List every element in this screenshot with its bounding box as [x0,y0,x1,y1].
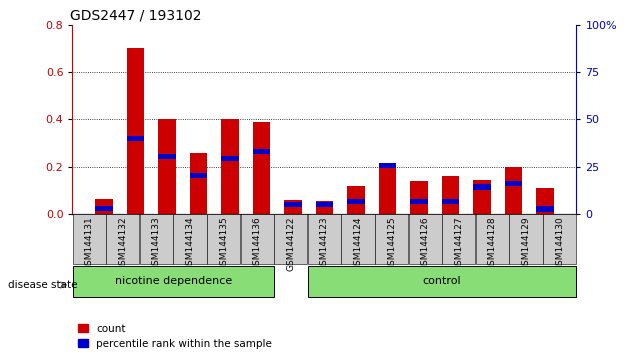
Bar [379,165,396,214]
Text: GSM144125: GSM144125 [387,216,396,271]
FancyBboxPatch shape [173,214,207,264]
Bar [410,199,428,204]
FancyBboxPatch shape [140,214,173,264]
Bar [316,202,333,207]
FancyBboxPatch shape [73,266,273,297]
Bar [442,176,459,214]
Text: GSM144135: GSM144135 [219,216,228,271]
Text: GSM144126: GSM144126 [421,216,430,271]
Bar [158,119,176,214]
Bar [95,199,113,214]
Bar [127,136,144,141]
FancyBboxPatch shape [274,214,307,264]
Text: GSM144136: GSM144136 [253,216,261,271]
Bar [95,206,113,211]
FancyBboxPatch shape [409,214,442,264]
Bar [473,184,491,189]
FancyBboxPatch shape [543,214,576,264]
Text: GSM144131: GSM144131 [85,216,94,271]
Bar [316,201,333,214]
Bar [158,154,176,159]
Bar [127,48,144,214]
Text: GSM144123: GSM144123 [320,216,329,271]
Bar [473,180,491,214]
Bar [536,188,554,214]
FancyBboxPatch shape [476,214,509,264]
Text: GSM144134: GSM144134 [186,216,195,271]
Bar [221,119,239,214]
Bar [410,181,428,214]
Text: GSM144132: GSM144132 [118,216,127,271]
Bar [190,153,207,214]
FancyBboxPatch shape [308,214,341,264]
Bar [253,149,270,154]
FancyBboxPatch shape [241,214,274,264]
FancyBboxPatch shape [442,214,476,264]
FancyBboxPatch shape [72,214,106,264]
Bar [379,163,396,168]
FancyBboxPatch shape [375,214,408,264]
Text: control: control [423,276,461,286]
FancyBboxPatch shape [308,266,576,297]
Bar [347,186,365,214]
Bar [536,206,554,212]
Text: GDS2447 / 193102: GDS2447 / 193102 [70,8,202,22]
FancyBboxPatch shape [106,214,139,264]
Text: GSM144127: GSM144127 [454,216,463,271]
Text: GSM144128: GSM144128 [488,216,497,271]
Text: GSM144129: GSM144129 [522,216,530,271]
Bar [221,156,239,161]
Bar [284,202,302,207]
FancyBboxPatch shape [341,214,375,264]
Bar [505,181,522,186]
Bar [190,172,207,178]
Text: GSM144122: GSM144122 [287,216,295,271]
Bar [505,167,522,214]
FancyBboxPatch shape [510,214,542,264]
FancyBboxPatch shape [207,214,240,264]
Text: nicotine dependence: nicotine dependence [115,276,232,286]
Legend: count, percentile rank within the sample: count, percentile rank within the sample [77,324,272,349]
Bar [253,122,270,214]
Bar [347,199,365,204]
Text: GSM144130: GSM144130 [555,216,564,271]
Bar [284,200,302,214]
Text: GSM144133: GSM144133 [152,216,161,271]
Text: disease state: disease state [8,280,77,290]
Bar [442,199,459,204]
Text: GSM144124: GSM144124 [353,216,362,271]
